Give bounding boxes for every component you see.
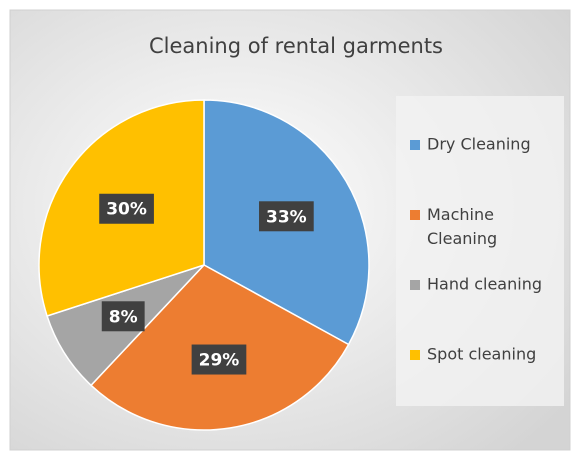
chart-title: Cleaning of rental garments [149,34,443,58]
pie [38,99,370,431]
legend-swatch [410,280,420,290]
legend-label: Spot cleaning [427,345,536,364]
data-label: 33% [266,207,307,227]
legend-label: Dry Cleaning [427,135,531,154]
data-label-bg [259,201,314,232]
data-label-bg [101,301,145,332]
data-label: 29% [199,351,240,371]
legend-label: Hand cleaning [427,275,542,294]
data-label: 30% [106,200,147,220]
legend-label: Machine Cleaning [427,205,497,248]
legend-swatch [410,210,420,220]
data-labels: 33% 29% 8% 30% [99,193,314,375]
data-label-bg [99,193,154,224]
data-label-bg [191,344,247,375]
legend: Dry Cleaning Machine Cleaning Hand cleaning… [410,135,542,364]
legend-swatch [410,350,420,360]
legend-box [396,96,564,406]
data-label: 8% [109,307,138,327]
legend-swatch [410,140,420,150]
